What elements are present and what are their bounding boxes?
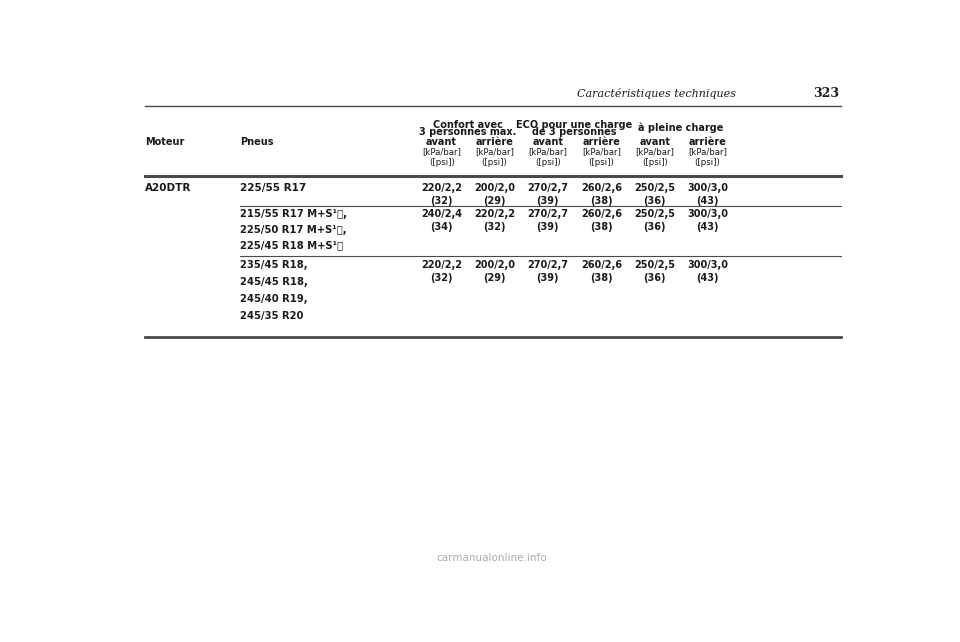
Text: 300/3,0
(43): 300/3,0 (43) — [687, 184, 728, 206]
Text: 225/50 R17 M+S¹⧉,: 225/50 R17 M+S¹⧉, — [240, 225, 347, 235]
Text: [kPa/bar]
([psi]): [kPa/bar] ([psi]) — [688, 147, 727, 168]
Text: [kPa/bar]
([psi]): [kPa/bar] ([psi]) — [582, 147, 621, 168]
Text: 250/2,5
(36): 250/2,5 (36) — [635, 209, 675, 232]
Text: 225/55 R17: 225/55 R17 — [240, 184, 306, 193]
Text: 200/2,0
(29): 200/2,0 (29) — [474, 184, 515, 206]
Text: à pleine charge: à pleine charge — [638, 123, 724, 133]
Text: avant: avant — [426, 137, 457, 148]
Text: A20DTR: A20DTR — [145, 184, 191, 193]
Text: 220/2,2
(32): 220/2,2 (32) — [421, 260, 462, 283]
Text: 220/2,2
(32): 220/2,2 (32) — [474, 209, 515, 232]
Text: 260/2,6
(38): 260/2,6 (38) — [581, 184, 622, 206]
Text: carmanualonline.info: carmanualonline.info — [437, 553, 547, 563]
Text: 270/2,7
(39): 270/2,7 (39) — [527, 260, 568, 283]
Text: 240/2,4
(34): 240/2,4 (34) — [421, 209, 462, 232]
Text: 260/2,6
(38): 260/2,6 (38) — [581, 209, 622, 232]
Text: Pneus: Pneus — [240, 137, 274, 148]
Text: ECO pour une charge: ECO pour une charge — [516, 120, 633, 130]
Text: arrière: arrière — [583, 137, 620, 148]
Text: arrière: arrière — [688, 137, 727, 148]
Text: [kPa/bar]
([psi]): [kPa/bar] ([psi]) — [422, 147, 461, 168]
Text: 260/2,6
(38): 260/2,6 (38) — [581, 260, 622, 283]
Text: avant: avant — [639, 137, 670, 148]
Text: 250/2,5
(36): 250/2,5 (36) — [635, 184, 675, 206]
Text: 215/55 R17 M+S¹⧉,: 215/55 R17 M+S¹⧉, — [240, 209, 348, 220]
Text: 300/3,0
(43): 300/3,0 (43) — [687, 209, 728, 232]
Text: avant: avant — [532, 137, 564, 148]
Text: 300/3,0
(43): 300/3,0 (43) — [687, 260, 728, 283]
Text: 200/2,0
(29): 200/2,0 (29) — [474, 260, 515, 283]
Text: de 3 personnes: de 3 personnes — [532, 128, 616, 137]
Text: 235/45 R18,: 235/45 R18, — [240, 260, 308, 270]
Text: arrière: arrière — [475, 137, 514, 148]
Text: Moteur: Moteur — [145, 137, 184, 148]
Text: 220/2,2
(32): 220/2,2 (32) — [421, 184, 462, 206]
Text: 270/2,7
(39): 270/2,7 (39) — [527, 184, 568, 206]
Text: 225/45 R18 M+S¹⧉: 225/45 R18 M+S¹⧉ — [240, 240, 344, 250]
Text: 245/45 R18,: 245/45 R18, — [240, 277, 308, 287]
Text: [kPa/bar]
([psi]): [kPa/bar] ([psi]) — [528, 147, 567, 168]
Text: 270/2,7
(39): 270/2,7 (39) — [527, 209, 568, 232]
Text: 245/40 R19,: 245/40 R19, — [240, 294, 308, 304]
Text: 3 personnes max.: 3 personnes max. — [420, 128, 516, 137]
Text: Confort avec: Confort avec — [433, 120, 503, 130]
Text: [kPa/bar]
([psi]): [kPa/bar] ([psi]) — [475, 147, 514, 168]
Text: 250/2,5
(36): 250/2,5 (36) — [635, 260, 675, 283]
Text: 323: 323 — [813, 87, 839, 101]
Text: [kPa/bar]
([psi]): [kPa/bar] ([psi]) — [636, 147, 674, 168]
Text: 245/35 R20: 245/35 R20 — [240, 311, 303, 321]
Text: Caractéristiques techniques: Caractéristiques techniques — [577, 89, 736, 100]
